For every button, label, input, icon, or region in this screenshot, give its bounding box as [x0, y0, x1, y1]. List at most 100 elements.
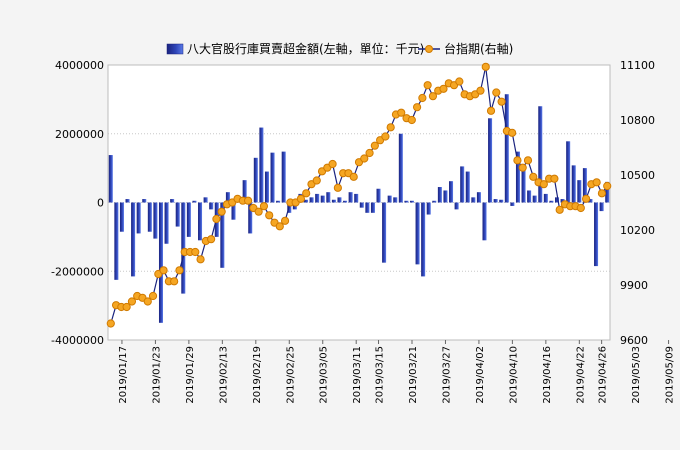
bar [465, 171, 470, 203]
right-axis-ticks: 11100 10800 10500 10200 9900 9600 [620, 59, 655, 347]
line-point [370, 141, 379, 150]
line-point [106, 319, 115, 328]
legend-line-label: 台指期(右軸) [444, 41, 513, 56]
bar [432, 200, 437, 203]
bar [532, 195, 537, 203]
line-point [212, 214, 221, 224]
bar [231, 202, 236, 220]
bar [409, 200, 414, 203]
line-point [555, 205, 564, 214]
bar [186, 202, 191, 237]
bar [560, 199, 565, 203]
bar [443, 190, 448, 203]
x-tick-label: 2019/03/15 [375, 346, 386, 404]
legend: 八大官股行庫買賣超金額(左軸，單位：千元) 台指期(右軸) [166, 41, 513, 56]
line-point [439, 84, 448, 93]
line-point [196, 255, 205, 264]
line-point [581, 194, 591, 203]
bar [343, 200, 348, 203]
bar [588, 199, 593, 203]
line-point [513, 156, 522, 165]
left-tick-label: -2000000 [51, 265, 104, 278]
bar [242, 180, 247, 203]
line-point [243, 196, 253, 205]
line-point [312, 176, 321, 185]
bar [320, 195, 325, 203]
left-tick-label: 4000000 [55, 59, 104, 72]
bar [577, 180, 582, 203]
line-point [476, 86, 485, 95]
bar [370, 202, 375, 213]
line-point [455, 77, 464, 86]
bar [421, 202, 426, 277]
bar [599, 202, 604, 212]
line-point [296, 194, 306, 203]
bar [175, 202, 180, 227]
bars [108, 94, 610, 323]
legend-bar-swatch [166, 43, 184, 55]
bar [315, 193, 320, 203]
plot-area [107, 64, 611, 341]
bar [382, 202, 387, 263]
bar [393, 197, 398, 203]
x-tick-label: 2019/03/21 [408, 346, 419, 404]
line-point [423, 81, 432, 90]
line-point [175, 266, 184, 275]
line-point [418, 93, 427, 103]
x-tick-label: 2019/04/02 [475, 346, 486, 404]
bar [192, 200, 197, 203]
bar [158, 202, 163, 323]
bar [203, 197, 208, 203]
legend-bar-label: 八大官股行庫買賣超金額(左軸，單位：千元) [187, 41, 424, 56]
legend-line-marker [425, 45, 433, 53]
line-point [280, 216, 290, 225]
right-tick-label: 9900 [620, 279, 648, 292]
line-point [550, 174, 559, 183]
line-point [191, 247, 200, 257]
bar [209, 202, 214, 210]
line-point [148, 291, 158, 301]
bar [304, 199, 309, 203]
bar [198, 202, 203, 241]
line-point [603, 181, 612, 191]
line-point [170, 277, 179, 286]
bar [510, 202, 515, 206]
line-point [397, 108, 406, 117]
bar [170, 199, 175, 203]
bar [543, 193, 548, 203]
bar [582, 168, 587, 203]
bar [476, 192, 481, 203]
left-tick-label: -4000000 [51, 334, 104, 347]
bar [276, 200, 281, 203]
line-point [349, 172, 358, 181]
bar [354, 193, 359, 203]
bar [454, 202, 459, 210]
bar [566, 141, 571, 203]
bar [515, 151, 520, 203]
right-tick-label: 10800 [620, 114, 655, 127]
line-point [386, 123, 395, 132]
line-point [428, 92, 438, 101]
bar [248, 202, 253, 234]
bar [136, 202, 141, 234]
x-tick-label: 2019/04/16 [542, 346, 553, 404]
line-point [360, 154, 369, 163]
line-point [518, 163, 527, 172]
line-point [127, 297, 137, 306]
x-tick-label: 2019/03/11 [352, 346, 363, 404]
bar [488, 118, 493, 203]
bar [504, 94, 509, 203]
line-point [407, 115, 416, 125]
bar [527, 190, 532, 203]
x-tick-label: 2019/04/10 [508, 346, 519, 404]
bar [164, 202, 169, 244]
bar [549, 200, 554, 203]
line-point [481, 62, 490, 71]
line-point [486, 106, 496, 115]
line-point [254, 207, 263, 216]
bar [331, 199, 336, 203]
bar [259, 127, 264, 203]
bar [114, 202, 119, 280]
x-tick-label: 2019/03/05 [319, 346, 330, 404]
line-point [576, 203, 585, 213]
